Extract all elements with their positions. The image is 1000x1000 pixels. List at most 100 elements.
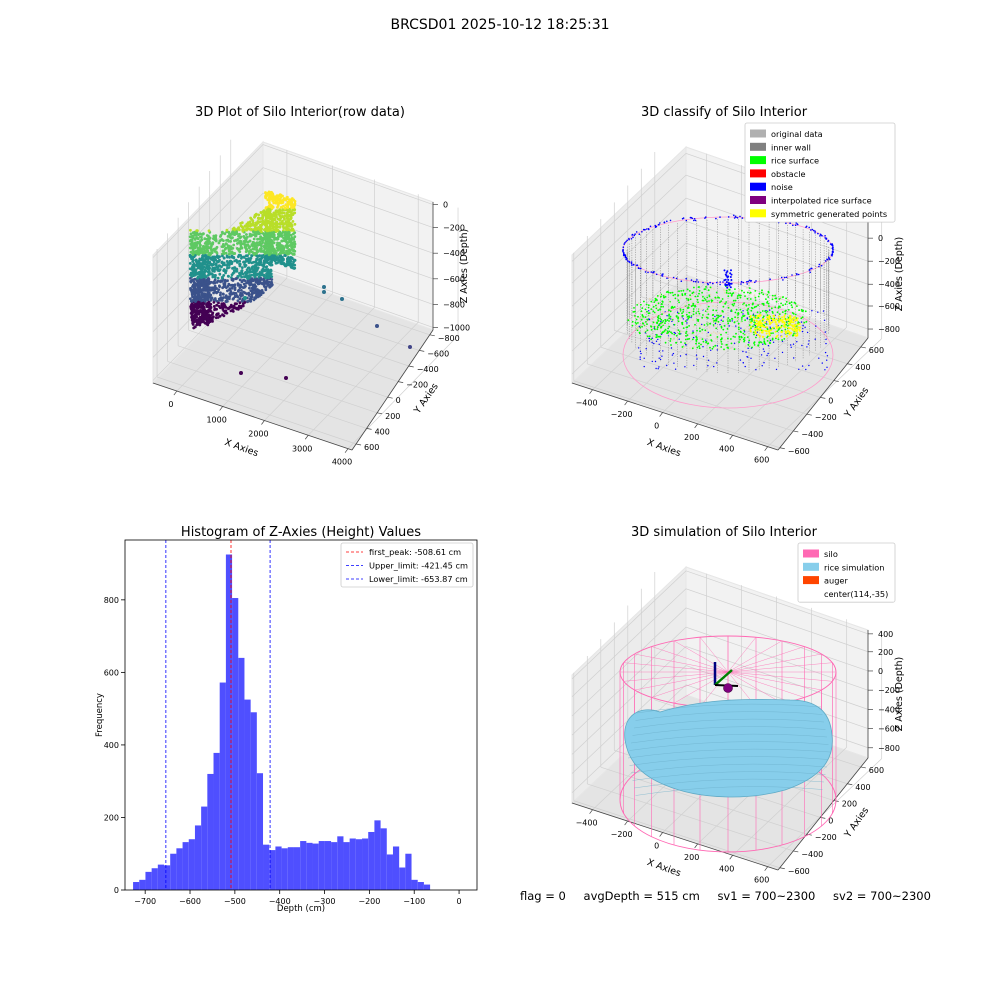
chart2-rice-point (782, 329, 785, 332)
panel-simulation-3d: 3D simulation of Silo Interior−400−20002… (571, 525, 905, 885)
chart1-cloud-point (194, 302, 198, 306)
chart2-rice-point (748, 324, 751, 327)
chart1-cloud-point (269, 284, 273, 288)
chart1-cloud-point (285, 240, 288, 244)
chart1-cloud-point (207, 253, 211, 256)
chart1-cloud-point (278, 218, 282, 222)
chart1-cloud-point (290, 241, 294, 245)
chart2-noise-point (740, 283, 742, 285)
chart1-cloud-point (255, 221, 258, 225)
chart2-rice-point (659, 308, 662, 311)
chart1-cloud-point (225, 228, 229, 232)
chart2-tick-x (624, 400, 628, 406)
chart1-cloud-point (212, 300, 216, 304)
chart2-rice-point (697, 315, 699, 318)
chart2-zlabel: Z Axies (Depth) (894, 237, 905, 311)
chart4-tick-y (820, 817, 826, 819)
chart2-noise-point (744, 365, 746, 368)
chart1-cloud-point (261, 239, 264, 243)
chart1-cloud-point (283, 231, 287, 235)
chart2-rice-point (671, 317, 674, 320)
chart2-rice-point (729, 292, 732, 295)
chart1-cloud-point (205, 237, 209, 241)
chart1-cloud-point (272, 211, 276, 215)
chart2-rice-point (746, 326, 748, 328)
chart1-cloud-point (231, 284, 235, 288)
chart2-rice-point (794, 307, 797, 310)
chart1-cloud-point (276, 243, 280, 247)
chart2-rice-point (643, 330, 646, 333)
chart1-cloud-point (262, 274, 266, 278)
chart1-cloud-point (292, 205, 295, 209)
chart1-cloud-point (220, 252, 224, 256)
chart2-rice-point (696, 329, 698, 332)
chart1-cloud-point (249, 234, 253, 238)
chart2-legend-swatch (750, 182, 766, 191)
chart1-cloud-point (264, 223, 267, 227)
chart1-cloud-point (221, 230, 224, 234)
chart1-cloud-point (243, 301, 247, 304)
chart1-cloud-point (239, 243, 243, 247)
chart2-noise-point (747, 356, 749, 358)
chart1-cloud-point (219, 298, 222, 302)
chart2-rice-point (644, 311, 646, 314)
chart2-rice-point (670, 307, 673, 309)
chart2-symmetric-point (783, 318, 786, 320)
chart2-rice-point (707, 342, 710, 345)
chart1-cloud-point (192, 309, 196, 313)
chart4-tick-x (589, 809, 593, 814)
chart1-cloud-point (286, 204, 290, 208)
chart2-symmetric-point (791, 327, 793, 330)
chart2-noise-point (739, 359, 742, 361)
chart2-rice-point (664, 294, 667, 296)
chart2-rice-point (633, 310, 636, 313)
chart1-cloud-point (242, 282, 246, 286)
chart1-cloud-point (281, 201, 285, 204)
chart2-noise-point (624, 241, 626, 244)
chart1-cloud-point (293, 235, 297, 239)
chart1-cloud-point (224, 251, 228, 255)
chart1-cloud-point (278, 241, 281, 245)
chart1-cloud-point (207, 282, 210, 286)
chart1-cloud-point (215, 245, 219, 249)
chart2-symmetric-point (754, 330, 757, 333)
chart1-cloud-point (193, 273, 197, 277)
chart1-cloud-point (236, 242, 239, 245)
chart1-cloud-point (194, 312, 198, 315)
chart1-cloud-point (289, 210, 293, 214)
chart2-noise-point (623, 254, 625, 256)
chart2-rice-point (651, 316, 653, 319)
chart1-cloud-point (247, 261, 251, 264)
chart1-cloud-point (266, 239, 270, 243)
chart2-rice-point (650, 338, 653, 341)
chart1-cloud-point (190, 308, 194, 311)
chart1-cloud-point (248, 258, 252, 262)
chart1-cloud-point (286, 237, 290, 241)
chart2-rice-point (766, 340, 769, 342)
chart1-cloud-point (235, 306, 239, 310)
chart2-noise-point (769, 326, 771, 328)
chart4-title: 3D simulation of Silo Interior (631, 525, 818, 540)
chart1-cloud-point (290, 236, 294, 240)
chart2-rice-point (734, 299, 737, 302)
chart1-cloud-point (256, 288, 259, 291)
chart1-cloud-point (270, 218, 274, 221)
chart2-rice-point (784, 328, 787, 331)
chart2-noise-point (662, 350, 664, 352)
chart2-noise-point (707, 359, 710, 361)
chart1-cloud-point (240, 292, 244, 296)
chart1-axis-y (351, 329, 434, 451)
chart4-legend-label: silo (824, 549, 838, 559)
chart2-rice-point (669, 292, 672, 294)
chart2-noise-point (808, 340, 810, 342)
chart1-cloud-point (254, 280, 258, 284)
chart2-rice-point (644, 316, 647, 318)
chart2-rice-point (645, 321, 647, 323)
chart2-symmetric-point (756, 329, 759, 332)
chart2-rice-point (692, 319, 695, 321)
chart1-tick-x (219, 406, 223, 411)
chart2-noise-point (692, 280, 695, 283)
chart2-rice-point (655, 304, 657, 307)
chart2-rice-point (657, 335, 660, 338)
chart2-tick-label-x: 0 (654, 421, 659, 430)
